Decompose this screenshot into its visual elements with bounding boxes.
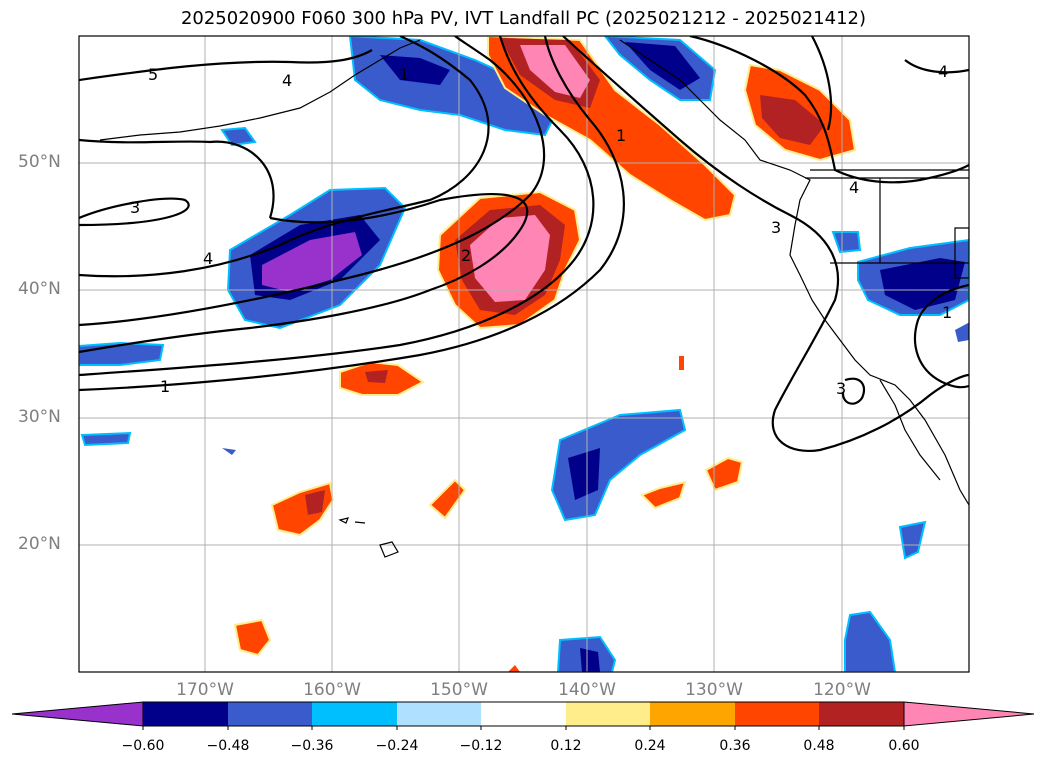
lat-label: 40°N (18, 279, 61, 299)
contour-label: 1 (616, 126, 626, 145)
colorbar-tick-label: 0.60 (888, 738, 920, 754)
colorbar-segment (650, 702, 735, 726)
pos-blob-south (233, 618, 272, 657)
neg-blob-small6 (222, 448, 236, 455)
contour-label: 5 (148, 65, 158, 84)
contour-label: 3 (130, 198, 140, 217)
pos-blob-tiny (679, 356, 684, 370)
colorbar-tick-label: −0.60 (121, 738, 165, 754)
colorbar-segment (397, 702, 481, 726)
colorbar-tick-label: 0.24 (634, 738, 666, 754)
lon-label: 150°W (430, 680, 488, 700)
colorbar-tick-label: 0.36 (719, 738, 751, 754)
pos-blob-tiny2 (508, 665, 520, 672)
neg-blob-west-edge (79, 341, 165, 366)
pos-band-gulf-pink (520, 45, 590, 98)
contour-label: 4 (203, 249, 213, 268)
neg-blob-south1 (844, 610, 897, 672)
colorbar-segment (566, 702, 650, 726)
colorbar-segment (312, 702, 397, 726)
lon-label: 170°W (176, 680, 234, 700)
colorbar-segment (481, 702, 566, 726)
neg-blob-small4 (898, 520, 927, 560)
pos-blob-bc-dark (760, 95, 825, 145)
pos-blob-small2 (640, 480, 687, 510)
contour-label: 2 (461, 246, 471, 265)
lon-label: 120°W (813, 680, 871, 700)
lon-label: 140°W (558, 680, 616, 700)
neg-blob-small5 (955, 322, 969, 342)
neg-blob-gulf-core (625, 42, 700, 90)
lat-label: 30°N (18, 407, 61, 427)
contour-label: 3 (771, 218, 781, 237)
pv-contours (79, 36, 969, 453)
colorbar-tick-label: 0.12 (550, 738, 582, 754)
lon-label: 160°W (303, 680, 361, 700)
neg-blob-aleutian-core (380, 55, 450, 85)
coastlines (99, 39, 969, 558)
contour-label: 4 (282, 71, 292, 90)
pos-blob-small1 (428, 478, 467, 520)
colorbar-min-arrow (11, 701, 144, 727)
lat-label: 20°N (18, 534, 61, 554)
colorbar-segment (228, 702, 312, 726)
pos-blob-mid1-dark (365, 370, 388, 383)
map-title: 2025020900 F060 300 hPa PV, IVT Landfall… (180, 8, 867, 29)
neg-blob-westcoast-core (880, 258, 965, 310)
neg-blob-subtropic-core (568, 448, 600, 500)
neg-blob-small3 (831, 231, 862, 254)
colorbar-tick-label: −0.24 (375, 738, 419, 754)
lon-label: 130°W (685, 680, 743, 700)
contour-label: 1 (399, 65, 409, 84)
colorbar (11, 701, 1035, 730)
contour-label: 4 (938, 62, 948, 81)
neg-blob-small2 (220, 126, 257, 147)
colorbar-max-arrow (903, 701, 1035, 727)
colorbar-tick-label: −0.48 (206, 738, 250, 754)
colorbar-tick-label: −0.36 (290, 738, 334, 754)
contour-labels: 5 4 3 4 2 1 1 3 4 4 1 3 1 (130, 62, 952, 398)
contour-label: 1 (942, 303, 952, 322)
colorbar-segment (735, 702, 819, 726)
neg-blob-central-purple (262, 232, 362, 292)
neg-blob-small1 (80, 431, 132, 447)
pos-blob-hawaii-w-dark (305, 490, 325, 515)
lat-label: 50°N (18, 152, 61, 172)
colorbar-tick-label: −0.12 (459, 738, 503, 754)
colorbar-segment (143, 702, 228, 726)
contour-label: 1 (160, 377, 170, 396)
pos-blob-central-pink (470, 215, 550, 302)
contour-label: 3 (836, 379, 846, 398)
colorbar-tick-label: 0.48 (803, 738, 835, 754)
neg-blob-south2-core (580, 648, 600, 672)
colorbar-segment (819, 702, 904, 726)
contour-label: 4 (849, 178, 859, 197)
